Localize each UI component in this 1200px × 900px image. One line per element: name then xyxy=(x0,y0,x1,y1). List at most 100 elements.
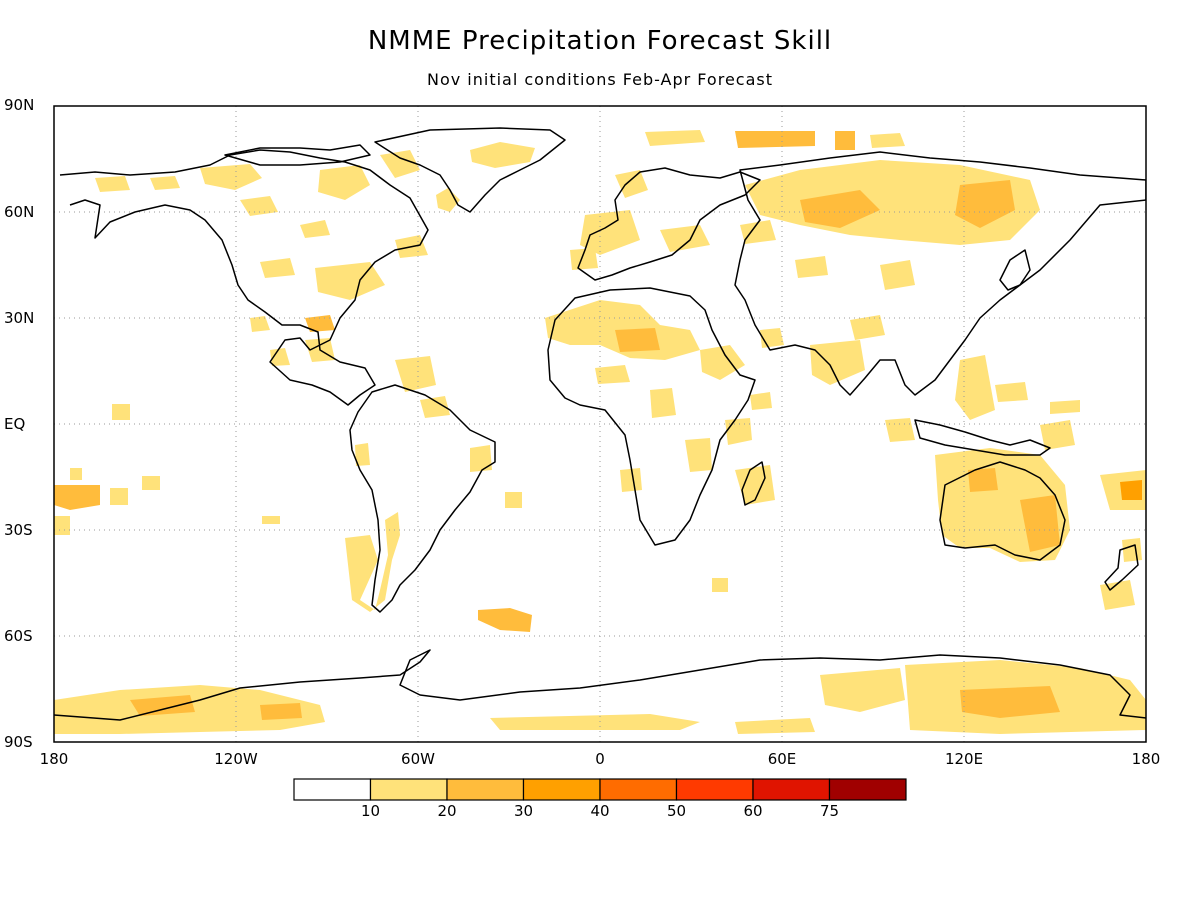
coastline-arctic-islands xyxy=(224,144,371,166)
colorbar xyxy=(293,778,907,801)
colorbar-swatch xyxy=(293,778,372,801)
skill-patch xyxy=(300,220,330,238)
skill-patch xyxy=(685,438,712,472)
colorbar-swatch xyxy=(752,778,831,801)
skill-patch xyxy=(850,315,885,340)
lon-label-60e: 60E xyxy=(767,750,797,768)
skill-patch xyxy=(580,210,640,255)
skill-patch xyxy=(968,468,998,492)
colorbar-tick-label: 10 xyxy=(360,802,381,820)
skill-patch xyxy=(885,418,915,442)
skill-patch xyxy=(835,131,855,150)
skill-patch xyxy=(260,703,302,720)
skill-patch xyxy=(505,492,522,508)
colorbar-tick-label: 20 xyxy=(437,802,457,820)
coastline-africa xyxy=(547,287,756,546)
graticule xyxy=(54,106,1146,742)
lat-label-30n: 30N xyxy=(4,309,35,327)
skill-patch xyxy=(880,260,915,290)
coastline-south-america xyxy=(349,384,496,613)
colorbar-tick-label: 50 xyxy=(666,802,687,820)
colorbar-swatch xyxy=(446,778,525,801)
coastline-madagascar xyxy=(741,461,766,506)
lat-label-90n: 90N xyxy=(4,96,35,114)
skill-patch xyxy=(955,180,1015,228)
coastline-asia xyxy=(734,151,1146,396)
skill-patch xyxy=(315,262,385,300)
skill-patch xyxy=(1050,400,1080,414)
skill-patch xyxy=(800,190,880,228)
skill-patch xyxy=(262,516,280,524)
skill-patch xyxy=(1020,495,1060,552)
coastline-greenland xyxy=(374,127,566,213)
skill-patch xyxy=(70,468,82,480)
skill-patch xyxy=(490,714,700,730)
skill-patch xyxy=(240,196,278,216)
skill-patch xyxy=(305,315,335,332)
skill-patch xyxy=(735,718,815,734)
skill-patch xyxy=(200,164,262,190)
skill-patch xyxy=(345,512,400,612)
skill-patch xyxy=(570,248,598,270)
skill-patch xyxy=(470,445,492,472)
skill-patch xyxy=(1040,420,1075,450)
colorbar-swatch xyxy=(675,778,754,801)
skill-patch xyxy=(645,130,705,146)
coastline-australia xyxy=(939,461,1066,561)
lon-label-120w: 120W xyxy=(214,750,258,768)
skill-patch xyxy=(95,176,130,192)
skill-patch xyxy=(960,686,1060,718)
colorbar-tick-label: 30 xyxy=(513,802,534,820)
skill-patch xyxy=(395,356,436,392)
skill-patch xyxy=(750,392,772,410)
lat-label-30s: 30S xyxy=(4,521,33,539)
colorbar-tick-label: 60 xyxy=(743,802,763,820)
coastline-new-zealand xyxy=(1104,544,1139,591)
colorbar-swatch xyxy=(828,778,907,801)
skill-patch xyxy=(795,256,828,278)
skill-patch xyxy=(955,355,995,420)
skill-patch xyxy=(712,578,728,592)
lon-label-60w: 60W xyxy=(401,750,435,768)
skill-patch xyxy=(740,220,776,244)
skill-patch xyxy=(436,188,460,212)
skill-patch xyxy=(380,150,420,178)
skill-patch xyxy=(250,316,270,332)
skill-patch xyxy=(142,476,160,490)
skill-patch xyxy=(615,170,648,198)
colorbar-swatch xyxy=(369,778,448,801)
skill-patch xyxy=(1122,538,1142,562)
skill-patch xyxy=(355,443,370,466)
skill-patch xyxy=(995,382,1028,402)
skill-patch xyxy=(110,488,128,505)
lat-label-eq: EQ xyxy=(4,415,26,433)
skill-patch xyxy=(615,328,660,352)
skill-patch xyxy=(112,404,130,420)
skill-patch xyxy=(660,225,710,252)
map-subtitle: Nov initial conditions Feb-Apr Forecast xyxy=(426,70,773,89)
skill-patch xyxy=(810,340,865,385)
skill-patch xyxy=(54,485,100,510)
skill-patch xyxy=(260,258,295,278)
skill-patch xyxy=(130,695,195,716)
skill-patch xyxy=(735,131,815,148)
coastline-indonesia xyxy=(914,419,1051,456)
skill-shading xyxy=(54,130,1146,734)
skill-patch xyxy=(820,668,905,712)
colorbar-swatch xyxy=(599,778,678,801)
skill-patch xyxy=(595,365,630,384)
coastline-japan xyxy=(999,249,1031,291)
colorbar-tick-label: 75 xyxy=(819,802,840,820)
skill-patch xyxy=(725,418,752,445)
map-frame xyxy=(53,105,1147,743)
lon-label-180w: 180 xyxy=(39,750,69,768)
colorbar-tick-label: 40 xyxy=(590,802,610,820)
skill-patch xyxy=(270,348,290,366)
skill-patch xyxy=(420,396,450,418)
map-title: NMME Precipitation Forecast Skill xyxy=(367,26,833,56)
lat-label-60s: 60S xyxy=(4,627,33,645)
lon-label-0: 0 xyxy=(595,750,605,768)
skill-patch xyxy=(870,133,905,148)
skill-patch xyxy=(470,142,535,168)
